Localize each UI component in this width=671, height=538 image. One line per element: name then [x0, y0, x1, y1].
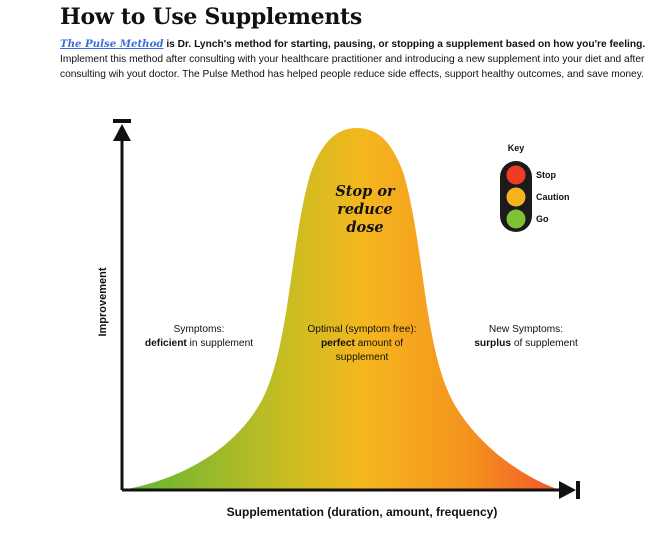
- zone-optimal-line3: supplement: [336, 352, 389, 363]
- peak-label-3: dose: [346, 219, 383, 236]
- traffic-light-key: Key Stop Caution Go: [500, 143, 570, 232]
- x-axis-label: Supplementation (duration, amount, frequ…: [227, 505, 498, 519]
- intro-paragraph: The Pulse Method is Dr. Lynch's method f…: [60, 37, 660, 82]
- zone-surplus-line1: New Symptoms:: [489, 324, 563, 335]
- intro-body: Implement this method after consulting w…: [60, 54, 645, 80]
- zone-optimal-line1: Optimal (symptom free):: [307, 324, 416, 335]
- key-label-caution: Caution: [536, 192, 570, 202]
- stop-light-icon: [506, 165, 526, 185]
- y-axis-label: Improvement: [97, 267, 109, 336]
- y-axis-arrow: [113, 124, 131, 141]
- bell-curve: [122, 128, 560, 490]
- zone-optimal-line2: perfect amount of: [321, 338, 403, 349]
- page-title: How to Use Supplements: [60, 4, 363, 30]
- intro-lead: is Dr. Lynch's method for starting, paus…: [163, 39, 646, 50]
- zone-surplus-line2: surplus of supplement: [474, 338, 578, 349]
- peak-label-1: Stop or: [335, 183, 396, 200]
- key-title: Key: [508, 143, 525, 153]
- go-light-icon: [506, 209, 526, 229]
- pulse-method-link[interactable]: The Pulse Method: [60, 38, 164, 50]
- x-axis-cap: [576, 481, 580, 499]
- zone-deficient-line2: deficient in supplement: [145, 338, 253, 349]
- key-label-go: Go: [536, 214, 549, 224]
- x-axis-arrow: [559, 481, 576, 499]
- y-axis-cap: [113, 119, 131, 123]
- zone-deficient-line1: Symptoms:: [174, 324, 225, 335]
- caution-light-icon: [506, 187, 526, 207]
- key-label-stop: Stop: [536, 170, 556, 180]
- peak-label-2: reduce: [337, 201, 393, 218]
